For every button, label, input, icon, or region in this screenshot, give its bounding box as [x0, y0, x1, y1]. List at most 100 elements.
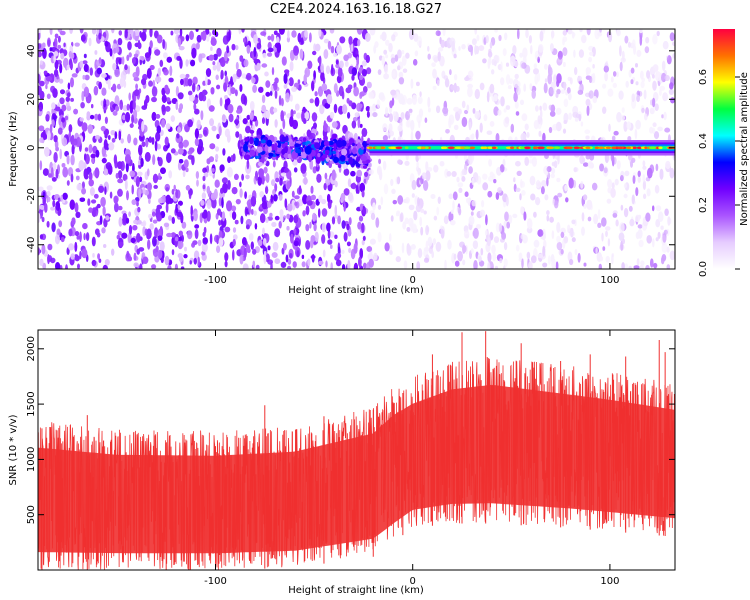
spectrogram-cell — [515, 111, 520, 116]
spectrogram-cell — [124, 64, 128, 71]
spectrogram-cell — [83, 233, 86, 241]
spectrogram-cell — [573, 49, 576, 58]
spectrogram-cell — [427, 45, 430, 52]
spectrogram-cell — [296, 250, 300, 258]
spectrogram-cell — [579, 155, 585, 165]
spectrogram-cell — [444, 259, 447, 269]
spectrogram-cell — [639, 34, 643, 46]
spectrogram-cell — [542, 245, 546, 257]
spectrogram-cell — [497, 109, 502, 116]
spectrogram-cell — [486, 236, 491, 247]
spectrogram-cell — [388, 42, 393, 53]
spectrogram-cell — [196, 34, 202, 43]
spectrogram-cell — [125, 217, 130, 224]
spectrogram-cell — [38, 186, 44, 192]
spectrogram-cell — [418, 108, 424, 118]
signal-peak — [418, 146, 422, 150]
spectrogram-cell — [275, 177, 280, 183]
spectrogram-cell — [118, 216, 123, 227]
spectrogram-cell — [319, 104, 325, 115]
spectrogram-cell — [227, 179, 231, 190]
spectrogram-cell — [608, 123, 611, 132]
spectrogram-cell — [647, 167, 653, 179]
spectrogram-cell — [84, 147, 89, 152]
spectrogram-cell — [528, 159, 534, 164]
spectrogram-cell — [453, 74, 458, 81]
spectrogram-cell — [418, 120, 421, 129]
spectrogram-cell — [417, 197, 420, 207]
spectrogram-cell — [161, 104, 166, 116]
spectrogram-cell — [267, 52, 273, 57]
spectrogram-cell — [333, 83, 338, 94]
spectrogram-cell — [612, 82, 617, 88]
spectrogram-cell — [81, 122, 88, 132]
spectrogram-cell — [98, 185, 104, 193]
spectrogram-cell — [191, 47, 197, 59]
spectrogram-cell — [295, 149, 302, 154]
spectrogram-cell — [389, 113, 393, 123]
spectrogram-cell — [606, 198, 612, 204]
spectrogram-cell — [637, 224, 643, 229]
spectrogram-cell — [146, 228, 152, 240]
spectrogram-cell — [343, 231, 348, 242]
spectrogram-cell — [416, 161, 419, 167]
spectrogram-cell — [309, 98, 314, 104]
spectrogram-cell — [656, 30, 660, 37]
spectrogram-cell — [239, 55, 244, 62]
spectrogram-cell — [567, 224, 571, 233]
figure-title: C2E4.2024.163.16.18.G27 — [270, 2, 442, 17]
spectrogram-cell — [526, 226, 533, 234]
spectrogram-cell — [168, 215, 172, 221]
spectrogram-cell — [520, 179, 523, 189]
spectrogram-cell — [264, 71, 269, 77]
spectrogram-cell — [489, 231, 494, 241]
spectrogram-cell — [379, 34, 383, 40]
spectrogram-cell — [197, 133, 203, 139]
spectrogram-cell — [115, 172, 119, 179]
spectrogram-cell — [512, 213, 518, 219]
spectrogram-cell — [421, 172, 427, 180]
spectrogram-cell — [355, 50, 359, 55]
spectrogram-cell — [478, 255, 482, 262]
spectrogram-cell — [166, 152, 172, 164]
spectrogram-cell — [102, 264, 108, 269]
spectrogram-cell — [178, 230, 183, 237]
spectrogram-cell — [433, 56, 438, 63]
spectrogram-cell — [129, 123, 134, 128]
spectrogram-cell — [114, 202, 119, 213]
spectrogram-cell — [91, 199, 97, 204]
spectrogram-cell — [104, 259, 110, 266]
spectrogram-cell — [480, 248, 484, 256]
spectrogram-cell — [384, 64, 388, 74]
spectrogram-cell — [125, 112, 131, 123]
spectrogram-cell — [47, 130, 51, 141]
spectrogram-cell — [578, 113, 582, 122]
spectrogram-cell — [411, 193, 415, 198]
spectrogram-cell — [662, 41, 669, 50]
spectrogram-cell — [574, 66, 578, 76]
spectrogram-cell — [498, 34, 502, 42]
spectrogram-cell — [330, 45, 335, 54]
spectrogram-cell — [401, 242, 405, 254]
spectrogram-cell — [417, 248, 423, 259]
spectrogram-cell — [290, 233, 294, 244]
spectrogram-cell — [568, 177, 574, 189]
spectrogram-cell — [98, 81, 102, 90]
spectrogram-cell — [60, 236, 65, 243]
spectrogram-cell — [145, 95, 150, 104]
spectrogram-cell — [219, 164, 225, 172]
spectrogram-cell — [450, 84, 457, 91]
spectrogram-cell — [546, 214, 550, 222]
spectrogram-cell — [297, 32, 302, 43]
spectrogram-cell — [249, 149, 256, 157]
spectrogram-cell — [539, 105, 542, 111]
signal-peak — [546, 146, 555, 150]
spectrogram-cell — [221, 197, 224, 209]
spectrogram-cell — [265, 80, 271, 88]
spectrogram-cell — [208, 105, 215, 112]
spectrogram-cell — [361, 222, 365, 233]
spectrogram-cell — [624, 35, 629, 44]
signal-peak — [524, 146, 530, 150]
y-tick-label: 40 — [26, 44, 37, 57]
spectrogram-cell — [230, 76, 233, 87]
